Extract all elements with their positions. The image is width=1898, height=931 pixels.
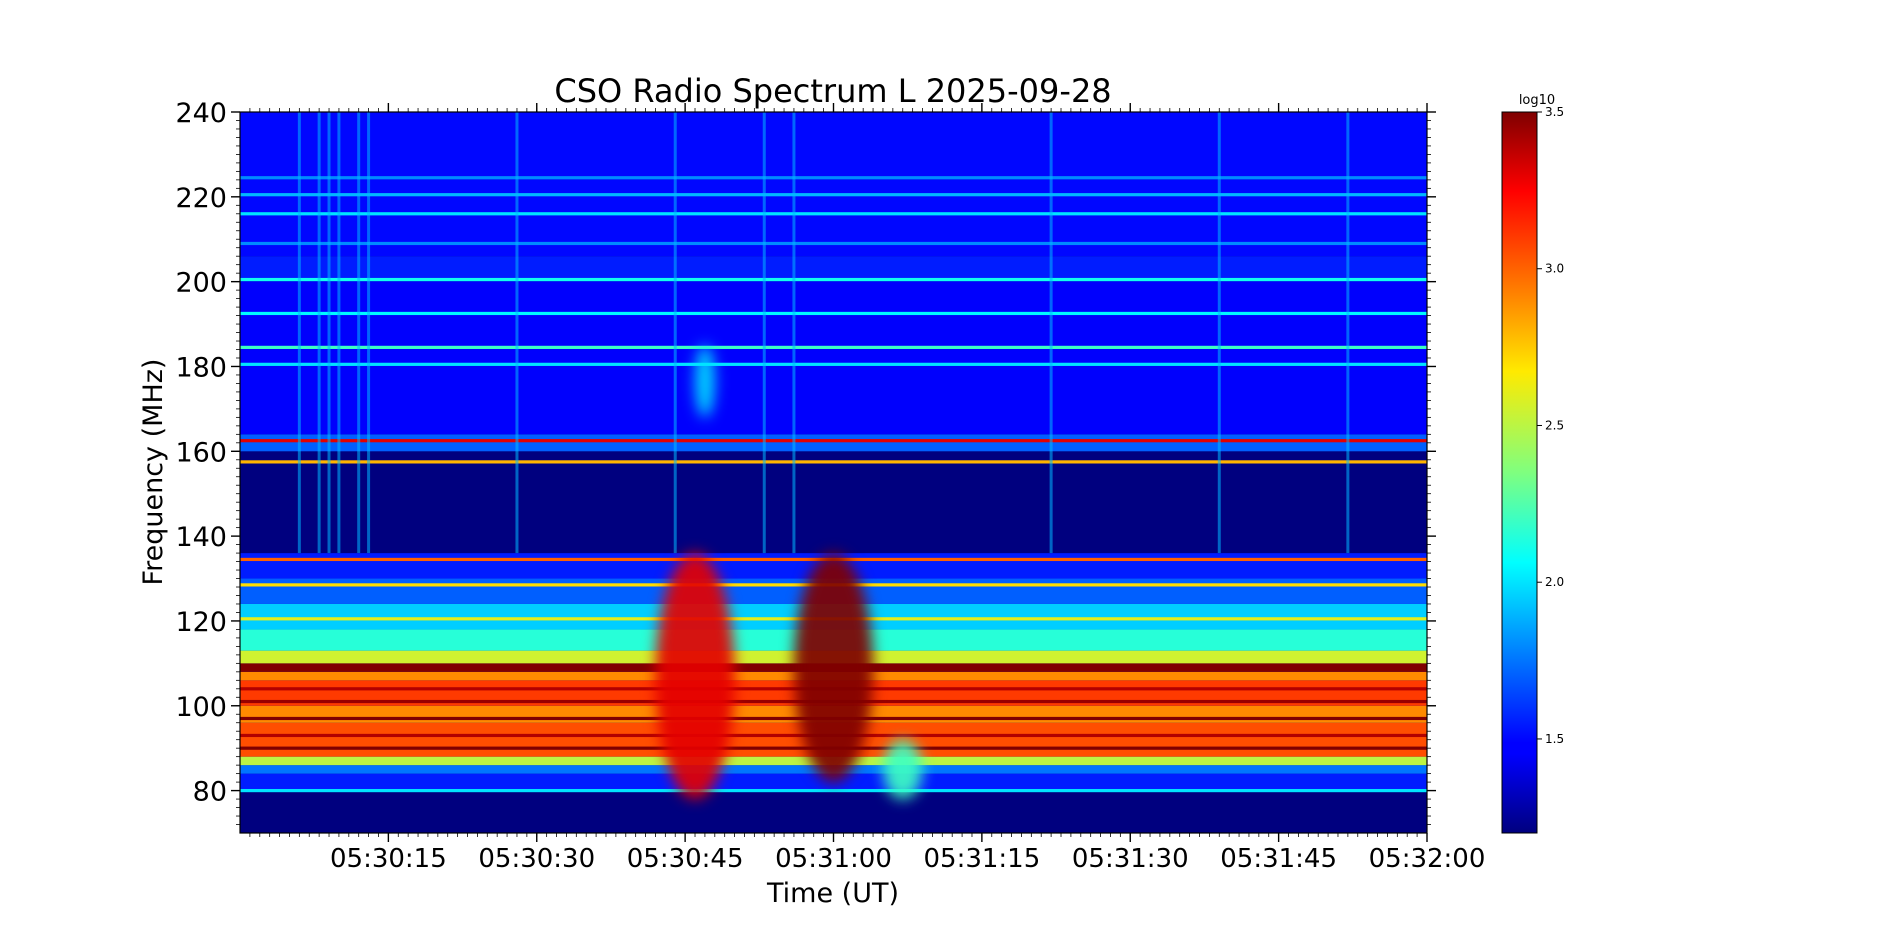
- x-tick-label: 05:32:00: [1369, 844, 1486, 874]
- interference-streak: [515, 112, 519, 554]
- x-tick-label: 05:31:30: [1072, 844, 1189, 874]
- interference-streak: [792, 112, 796, 554]
- interference-streak: [337, 112, 341, 554]
- interference-streak: [673, 112, 677, 554]
- y-tick-label: 180: [175, 352, 227, 383]
- x-tick-label: 05:31:15: [923, 844, 1040, 874]
- frequency-band: [240, 451, 1427, 554]
- y-tick-label: 200: [175, 268, 227, 299]
- frequency-band: [240, 281, 1427, 435]
- frequency-line: [240, 788, 1427, 793]
- radio-burst: [793, 553, 874, 783]
- y-axis-label: Frequency (MHz): [138, 359, 169, 586]
- frequency-line: [240, 241, 1427, 246]
- interference-streak: [367, 112, 371, 554]
- colorbar: log10 1.5 2.0 2.5 3.0 3.5: [1501, 93, 1564, 834]
- interference-streak: [762, 112, 766, 554]
- colorbar-tick-label: 3.0: [1545, 262, 1564, 276]
- streaks-layer: [297, 112, 1350, 554]
- frequency-line: [240, 277, 1427, 282]
- y-tick-label: 160: [175, 437, 227, 468]
- frequency-band: [240, 434, 1427, 452]
- x-tick-label: 05:31:00: [775, 844, 892, 874]
- interference-streak: [1217, 112, 1221, 554]
- interference-streak: [317, 112, 321, 554]
- frequency-line: [240, 193, 1427, 197]
- frequency-band: [240, 256, 1427, 282]
- interference-streak: [297, 112, 301, 554]
- frequency-line: [240, 212, 1427, 216]
- interference-streak: [327, 112, 331, 554]
- radio-burst: [882, 739, 923, 800]
- interference-streak: [1049, 112, 1053, 554]
- y-tick-label: 240: [175, 98, 227, 129]
- colorbar-ticks: 1.5 2.0 2.5 3.0 3.5: [1537, 105, 1564, 746]
- colorbar-label: log10: [1519, 93, 1555, 108]
- x-axis-label: Time (UT): [766, 878, 899, 909]
- colorbar-tick-label: 3.5: [1545, 105, 1564, 119]
- colorbar-tick-label: 2.0: [1545, 575, 1564, 589]
- x-axis-ticks: 05:30:15 05:30:30 05:30:45 05:31:00 05:31:15…: [249, 103, 1486, 874]
- frequency-band: [240, 112, 1427, 257]
- y-tick-label: 120: [175, 607, 227, 638]
- y-tick-label: 80: [193, 777, 227, 808]
- frequency-line: [240, 460, 1427, 464]
- x-tick-label: 05:30:45: [627, 844, 744, 874]
- colorbar-tick-label: 1.5: [1545, 732, 1564, 746]
- y-axis-ticks: 80 100 120 140 160 180 200 220 240: [175, 98, 1436, 825]
- frequency-line: [240, 362, 1427, 366]
- y-tick-label: 100: [175, 692, 227, 723]
- frequency-line: [240, 345, 1427, 349]
- interference-streak: [357, 112, 361, 554]
- frequency-line: [240, 311, 1427, 316]
- y-tick-label: 220: [175, 183, 227, 214]
- radio-burst: [695, 345, 715, 418]
- bursts-layer: [655, 345, 923, 800]
- frequency-band: [240, 790, 1427, 833]
- frequency-line: [240, 439, 1427, 443]
- x-tick-label: 05:30:30: [478, 844, 595, 874]
- heatmap-area: [240, 112, 1427, 833]
- y-tick-label: 140: [175, 522, 227, 553]
- colorbar-tick-label: 2.5: [1545, 418, 1564, 432]
- x-tick-label: 05:31:45: [1220, 844, 1337, 874]
- colorbar-gradient: [1501, 111, 1538, 834]
- frequency-line: [240, 176, 1427, 180]
- x-tick-label: 05:30:15: [330, 844, 447, 874]
- frequency-band: [240, 773, 1427, 791]
- interference-streak: [1346, 112, 1350, 554]
- radio-burst: [655, 553, 735, 800]
